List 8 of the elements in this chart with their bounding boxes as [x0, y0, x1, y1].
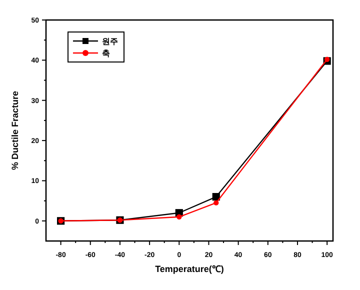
- point: [324, 56, 330, 62]
- legend-label: 원주: [102, 37, 118, 46]
- x-axis-title: Temperature(℃): [155, 264, 224, 274]
- y-axis-title: % Ductile Fracture: [10, 90, 20, 170]
- point: [214, 200, 219, 206]
- point: [176, 214, 182, 220]
- legend-label: 축: [102, 49, 110, 58]
- point: [212, 193, 220, 201]
